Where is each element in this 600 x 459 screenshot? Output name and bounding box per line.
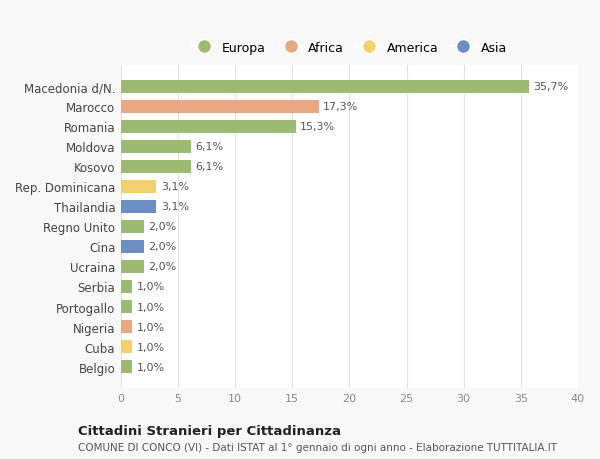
Text: 2,0%: 2,0% xyxy=(148,242,176,252)
Bar xyxy=(121,241,143,253)
Bar xyxy=(121,161,191,174)
Bar xyxy=(121,280,132,293)
Bar xyxy=(121,220,143,234)
Bar xyxy=(121,300,132,313)
Legend: Europa, Africa, America, Asia: Europa, Africa, America, Asia xyxy=(187,37,512,60)
Text: 1,0%: 1,0% xyxy=(137,302,165,312)
Text: 2,0%: 2,0% xyxy=(148,262,176,272)
Text: 1,0%: 1,0% xyxy=(137,362,165,372)
Bar xyxy=(121,140,191,153)
Text: 1,0%: 1,0% xyxy=(137,282,165,292)
Bar xyxy=(121,260,143,274)
Text: 15,3%: 15,3% xyxy=(300,122,335,132)
Text: 3,1%: 3,1% xyxy=(161,202,189,212)
Text: 1,0%: 1,0% xyxy=(137,322,165,332)
Bar xyxy=(121,101,319,113)
Text: Cittadini Stranieri per Cittadinanza: Cittadini Stranieri per Cittadinanza xyxy=(78,424,341,437)
Text: 6,1%: 6,1% xyxy=(195,162,223,172)
Text: 1,0%: 1,0% xyxy=(137,342,165,352)
Text: COMUNE DI CONCO (VI) - Dati ISTAT al 1° gennaio di ogni anno - Elaborazione TUTT: COMUNE DI CONCO (VI) - Dati ISTAT al 1° … xyxy=(78,442,557,452)
Text: 2,0%: 2,0% xyxy=(148,222,176,232)
Bar xyxy=(121,121,296,134)
Text: 3,1%: 3,1% xyxy=(161,182,189,192)
Text: 35,7%: 35,7% xyxy=(533,82,569,92)
Bar xyxy=(121,360,132,373)
Bar xyxy=(121,340,132,353)
Bar xyxy=(121,201,156,213)
Bar xyxy=(121,81,529,94)
Bar xyxy=(121,180,156,194)
Text: 17,3%: 17,3% xyxy=(323,102,358,112)
Text: 6,1%: 6,1% xyxy=(195,142,223,152)
Bar xyxy=(121,320,132,333)
